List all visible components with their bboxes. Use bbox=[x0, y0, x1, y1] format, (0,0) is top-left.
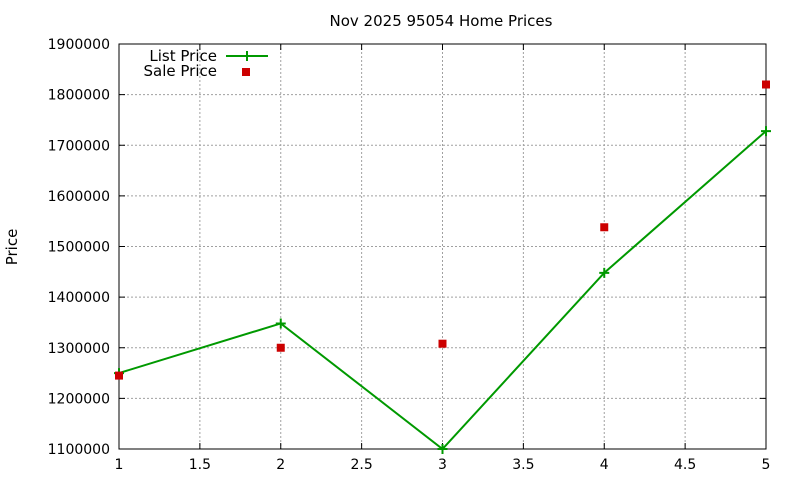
y-tick-label: 1300000 bbox=[48, 341, 110, 357]
y-tick-label: 1700000 bbox=[48, 138, 110, 154]
legend-marker-sale-price bbox=[242, 68, 250, 76]
y-tick-label: 1200000 bbox=[48, 391, 110, 407]
y-tick-label: 1600000 bbox=[48, 189, 110, 205]
legend-label-sale-price: Sale Price bbox=[144, 62, 217, 80]
legend-label-list-price: List Price bbox=[149, 47, 217, 65]
grid bbox=[119, 44, 766, 449]
list-price-point bbox=[761, 126, 771, 137]
x-tick-label: 3.5 bbox=[512, 457, 534, 473]
x-tick-label: 3 bbox=[438, 457, 447, 473]
chart-title: Nov 2025 95054 Home Prices bbox=[330, 12, 553, 30]
x-tick-label: 2 bbox=[276, 457, 285, 473]
x-tick-label: 4.5 bbox=[674, 457, 696, 473]
sale-price-point bbox=[762, 80, 770, 89]
x-tick-label: 2.5 bbox=[350, 457, 372, 473]
x-tick-label: 1.5 bbox=[189, 457, 211, 473]
series bbox=[114, 80, 771, 454]
legend-marker-list-price bbox=[242, 51, 252, 61]
y-tick-label: 1500000 bbox=[48, 240, 110, 256]
x-tick-label: 4 bbox=[600, 457, 609, 473]
sale-price-point bbox=[115, 371, 123, 380]
x-tick-label: 5 bbox=[762, 457, 771, 473]
y-axis-label: Price bbox=[3, 229, 21, 266]
list-price-point bbox=[275, 318, 286, 329]
x-tick-label: 1 bbox=[115, 457, 124, 473]
list-price-point bbox=[599, 267, 610, 278]
list-price-point bbox=[437, 444, 448, 454]
y-tick-label: 1400000 bbox=[48, 290, 110, 306]
sale-price-point bbox=[276, 343, 285, 352]
axis-ticks: 1 1.5 2 2.5 3 3.5 4 4.5 5 1100000 1200000 1300000 14… bbox=[48, 37, 771, 473]
y-tick-label: 1100000 bbox=[48, 442, 110, 458]
sale-price-point bbox=[438, 339, 447, 348]
y-tick-label: 1900000 bbox=[48, 37, 110, 53]
y-tick-label: 1800000 bbox=[48, 88, 110, 104]
sale-price-point bbox=[600, 223, 609, 232]
